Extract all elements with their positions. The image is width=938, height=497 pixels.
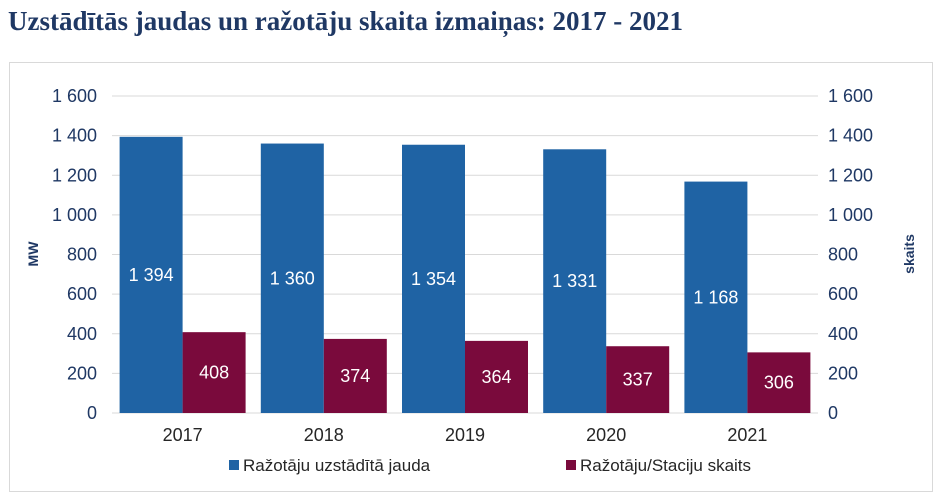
y-tick-label-right: 1 400 bbox=[828, 126, 873, 146]
y-axis-left: 0 200 400 600 800 1 000 1 200 1 400 1 600 bbox=[52, 86, 97, 423]
y-tick-label-right: 800 bbox=[828, 245, 858, 265]
y-tick-label-right: 600 bbox=[828, 284, 858, 304]
x-tick-label: 2018 bbox=[304, 425, 344, 445]
y-tick-label-left: 0 bbox=[87, 403, 97, 423]
data-label: 306 bbox=[764, 373, 794, 393]
bar-capacity bbox=[402, 144, 465, 413]
y-tick-label-right: 400 bbox=[828, 324, 858, 344]
bar-count bbox=[606, 346, 670, 413]
y-tick-label-left: 400 bbox=[67, 324, 97, 344]
data-label: 374 bbox=[340, 366, 370, 386]
data-labels: 1 394 408 1 360 374 1 354 364 1 331 337 1 168 306 bbox=[129, 265, 794, 393]
legend-swatch bbox=[566, 460, 576, 470]
y-tick-label-left: 800 bbox=[67, 245, 97, 265]
y-tick-label-right: 0 bbox=[828, 403, 838, 423]
y-axis-title-left: MW bbox=[25, 241, 41, 267]
chart-title: Uzstādītās jaudas un ražotāju skaita izm… bbox=[8, 6, 684, 36]
x-tick-label: 2021 bbox=[727, 425, 767, 445]
y-tick-label-left: 200 bbox=[67, 363, 97, 383]
y-tick-label-left: 1 400 bbox=[52, 126, 97, 146]
bar-count bbox=[323, 338, 387, 413]
y-tick-label-right: 1 000 bbox=[828, 205, 873, 225]
bar-capacity bbox=[119, 136, 183, 413]
bar-count bbox=[182, 332, 246, 413]
y-tick-label-left: 1 200 bbox=[52, 165, 97, 185]
y-axis-right: 0 200 400 600 800 1 000 1 200 1 400 1 600 bbox=[828, 86, 873, 423]
x-tick-label: 2020 bbox=[586, 425, 626, 445]
x-tick-label: 2017 bbox=[163, 425, 203, 445]
data-label: 337 bbox=[623, 370, 653, 390]
data-label: 408 bbox=[199, 363, 229, 383]
y-tick-label-right: 200 bbox=[828, 363, 858, 383]
bar-count bbox=[465, 340, 528, 413]
data-label: 1 394 bbox=[129, 265, 174, 285]
data-label: 364 bbox=[481, 367, 511, 387]
data-label: 1 354 bbox=[411, 269, 456, 289]
legend: Ražotāju uzstādītā jauda Ražotāju/Staciju… bbox=[229, 456, 751, 475]
data-label: 1 331 bbox=[552, 271, 597, 291]
bar-count bbox=[747, 352, 811, 413]
data-label: 1 168 bbox=[693, 287, 738, 307]
bar-capacity bbox=[684, 181, 748, 413]
bars bbox=[119, 136, 811, 414]
y-axis-title-right: skaits bbox=[901, 234, 917, 274]
data-label: 1 360 bbox=[270, 268, 315, 288]
legend-label: Ražotāju/Staciju skaits bbox=[580, 456, 751, 475]
y-tick-label-right: 1 600 bbox=[828, 86, 873, 106]
y-tick-label-left: 600 bbox=[67, 284, 97, 304]
y-tick-label-left: 1 000 bbox=[52, 205, 97, 225]
bar-capacity bbox=[543, 149, 607, 413]
legend-swatch bbox=[229, 460, 239, 470]
y-tick-label-right: 1 200 bbox=[828, 165, 873, 185]
bar-capacity bbox=[260, 143, 324, 414]
x-tick-label: 2019 bbox=[445, 425, 485, 445]
x-axis: 2017 2018 2019 2020 2021 bbox=[163, 425, 768, 445]
legend-label: Ražotāju uzstādītā jauda bbox=[243, 456, 431, 475]
chart-frame bbox=[9, 62, 933, 492]
y-tick-label-left: 1 600 bbox=[52, 86, 97, 106]
